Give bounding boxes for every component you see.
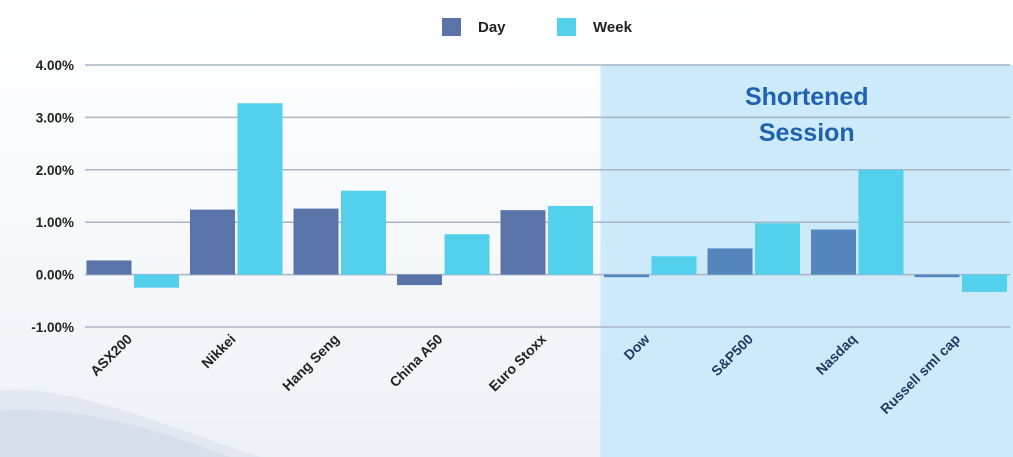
bar-day <box>190 209 235 275</box>
legend: Day Week <box>442 18 633 36</box>
bar-day <box>914 274 960 278</box>
y-axis-ticks: 4.00% 3.00% 2.00% 1.00% 0.00% -1.00% <box>31 58 74 335</box>
bar-week <box>341 190 386 275</box>
legend-swatch-week <box>557 18 576 36</box>
bar-day <box>86 260 132 275</box>
bar-week <box>237 103 283 275</box>
bar-week <box>651 256 697 275</box>
y-tick-label: 3.00% <box>36 110 74 125</box>
bar-day <box>293 208 339 275</box>
bar-day <box>500 210 546 275</box>
bar-week <box>755 223 800 275</box>
legend-label-day: Day <box>478 19 506 36</box>
legend-swatch-day <box>442 18 461 36</box>
bars <box>86 103 1007 292</box>
bar-day <box>397 274 442 286</box>
bar-day <box>811 229 856 275</box>
bar-week <box>962 274 1007 292</box>
bar-week <box>134 274 179 288</box>
annotation-line: Shortened <box>745 83 869 111</box>
y-tick-label: -1.00% <box>31 320 74 335</box>
annotation: Shortened Session <box>745 83 869 147</box>
y-tick-label: 4.00% <box>36 58 74 73</box>
bar-day <box>707 248 753 275</box>
bar-week <box>548 205 593 275</box>
bar-week <box>444 234 490 275</box>
decorative-wave-2 <box>0 409 230 457</box>
annotation-line: Session <box>759 119 855 147</box>
bar-week <box>858 169 904 275</box>
bar-day <box>604 274 649 278</box>
y-tick-label: 0.00% <box>36 268 74 283</box>
y-tick-label: 1.00% <box>36 215 74 230</box>
y-tick-label: 2.00% <box>36 163 74 178</box>
legend-label-week: Week <box>593 19 633 36</box>
